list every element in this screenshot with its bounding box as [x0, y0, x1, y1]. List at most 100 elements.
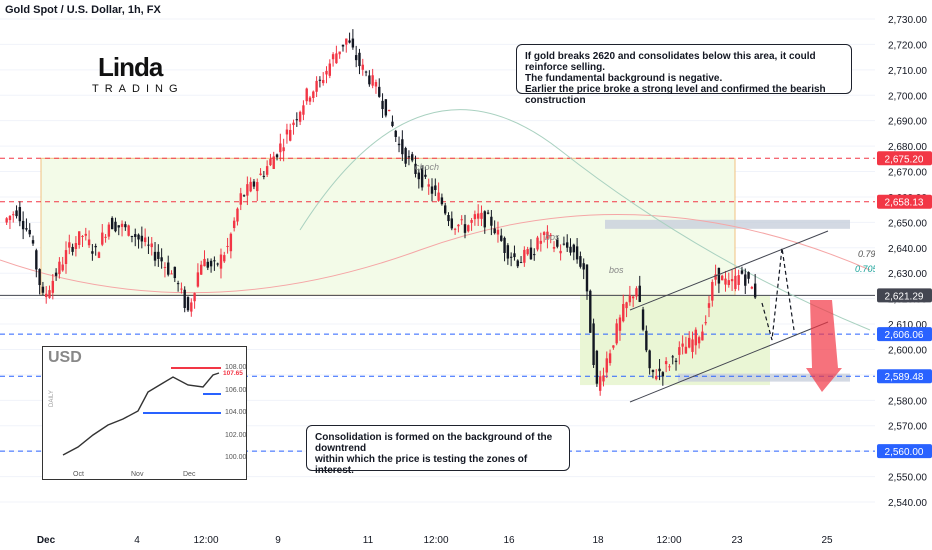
candle-body: [622, 304, 625, 322]
candle-body: [371, 75, 374, 86]
chart-title: Gold Spot / U.S. Dollar, 1h, FX: [5, 4, 161, 16]
candle-body: [430, 186, 434, 194]
candle-body: [542, 232, 546, 236]
inset-tick: 104.00: [225, 409, 246, 416]
y-tick-label: 2,730.00: [888, 15, 927, 26]
x-tick-label: 9: [275, 535, 281, 546]
y-tick-label: 2,600.00: [888, 345, 927, 356]
candle-body: [711, 281, 714, 301]
inset-side-label: DAILY: [49, 390, 55, 407]
logo-sub: TRADING: [92, 83, 184, 95]
candle-body: [120, 223, 124, 227]
candle-body: [697, 337, 701, 344]
callout-top-line1: If gold breaks 2620 and consolidates bel…: [525, 51, 816, 73]
fib-079-label: 0.79: [858, 249, 876, 259]
x-tick-label: 12:00: [193, 535, 218, 546]
candle-body: [384, 99, 388, 116]
candle-body: [167, 262, 170, 275]
candle-body: [463, 224, 467, 233]
price-tag-label: 2,606.06: [885, 330, 924, 341]
callout-bottom-line1: Consolidation is formed on the backgroun…: [315, 432, 553, 454]
inset-month: Dec: [183, 471, 196, 478]
candle-body: [417, 172, 421, 180]
candle-body: [397, 143, 401, 146]
candle-body: [229, 233, 233, 252]
candle-body: [681, 343, 684, 347]
candle-body: [25, 228, 28, 230]
candle-body: [717, 267, 721, 284]
candle-body: [655, 376, 658, 380]
candle-body: [691, 339, 694, 352]
candle-body: [529, 247, 533, 260]
candle-body: [81, 235, 84, 237]
candle-body: [582, 263, 585, 270]
candle-body: [562, 243, 566, 245]
y-tick-label: 2,720.00: [888, 40, 927, 51]
candle-body: [38, 269, 41, 286]
candle-body: [368, 75, 371, 85]
candle-body: [674, 360, 678, 362]
candle-body: [526, 249, 529, 255]
inset-title: USD: [48, 349, 82, 366]
candle-body: [209, 260, 213, 267]
candle-body: [460, 219, 463, 221]
candle-body: [641, 309, 645, 330]
candle-body: [470, 220, 473, 223]
candle-body: [110, 217, 114, 230]
candle-body: [635, 288, 638, 297]
candle-body: [124, 224, 127, 228]
candle-body: [354, 55, 358, 61]
candle-body: [305, 88, 308, 102]
candle-body: [163, 266, 167, 268]
candle-body: [45, 293, 48, 298]
candle-body: [91, 251, 94, 254]
inset-svg: 108.00 106.00 104.00 102.00 100.00 107.65 DAIL…: [49, 364, 247, 478]
candle-body: [592, 323, 595, 365]
candle-body: [503, 237, 506, 253]
candle-body: [480, 212, 483, 219]
inset-month: Nov: [131, 471, 144, 478]
x-tick-label: Dec: [37, 535, 56, 546]
candle-body: [539, 240, 543, 244]
candle-body: [444, 205, 447, 214]
candle-body: [615, 323, 618, 344]
candle-body: [684, 346, 688, 354]
candle-body: [720, 275, 724, 281]
candle-body: [193, 293, 196, 302]
x-tick-label: 25: [821, 535, 833, 546]
candle-body: [411, 154, 414, 161]
y-tick-label: 2,630.00: [888, 269, 927, 280]
price-tag-label: 2,675.20: [885, 154, 924, 165]
candle-body: [312, 91, 315, 98]
candle-body: [252, 181, 256, 187]
candle-body: [127, 225, 130, 236]
candle-body: [219, 254, 223, 269]
candle-body: [595, 350, 599, 384]
candle-body: [348, 40, 351, 43]
inset-price: [62, 372, 220, 456]
x-tick-label: 12:00: [656, 535, 681, 546]
candle-body: [427, 184, 430, 187]
candle-body: [232, 220, 236, 229]
candle-body: [648, 350, 651, 369]
candle-body: [35, 250, 38, 270]
candle-body: [404, 148, 407, 164]
candle-body: [216, 263, 219, 265]
resistance-zone: [605, 219, 850, 229]
candle-body: [104, 236, 107, 238]
candle-body: [645, 330, 648, 351]
candle-body: [476, 213, 480, 219]
candle-body: [364, 71, 368, 73]
candle-body: [51, 280, 55, 293]
ma-slow: [0, 213, 871, 294]
price-tag-label: 2,621.29: [885, 291, 924, 302]
candle-body: [173, 266, 177, 279]
candle-body: [391, 121, 394, 127]
candle-body: [628, 295, 632, 303]
candle-body: [68, 242, 71, 248]
candle-body: [275, 154, 279, 158]
candle-body: [259, 173, 262, 175]
callout-bottom: Consolidation is formed on the backgroun…: [306, 425, 570, 476]
candle-body: [54, 272, 58, 276]
